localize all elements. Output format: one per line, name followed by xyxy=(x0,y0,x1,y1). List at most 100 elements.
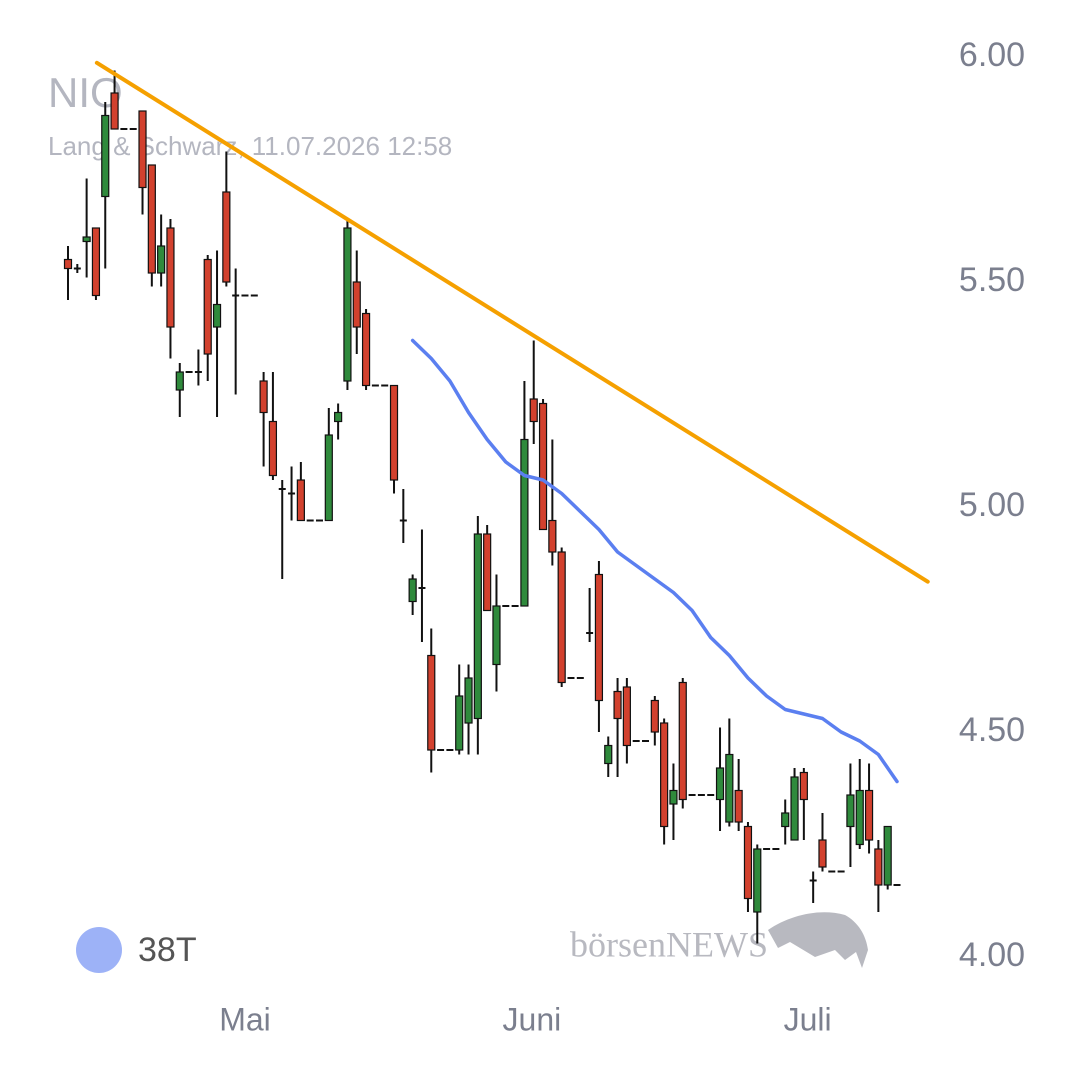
candle-body xyxy=(129,128,137,130)
candle-body xyxy=(194,371,202,373)
candle-body xyxy=(678,681,687,801)
candle-body xyxy=(296,479,305,522)
candle-body xyxy=(828,870,836,873)
candle-body xyxy=(781,812,790,828)
candle-body xyxy=(138,110,147,189)
candle-body xyxy=(576,677,584,679)
candle-body xyxy=(520,438,529,607)
candle-body xyxy=(864,789,874,841)
candle-body xyxy=(157,245,166,274)
candle-body xyxy=(464,677,473,724)
candle-body xyxy=(799,771,808,801)
candle-body xyxy=(222,191,231,283)
candle-body xyxy=(278,488,286,490)
candle-body xyxy=(567,677,575,679)
candle-body xyxy=(166,227,175,328)
candle-body xyxy=(529,398,538,423)
candle-body xyxy=(455,695,464,751)
candle-body xyxy=(622,686,631,747)
candle-body xyxy=(343,227,352,382)
candle-body xyxy=(650,699,659,733)
chart-subtitle: Lang & Schwarz, 11.07.2026 12:58 xyxy=(48,131,452,161)
candle-body xyxy=(809,879,817,882)
chart-title: NIO xyxy=(48,69,123,116)
x-tick-label: Mai xyxy=(219,1001,271,1037)
candle-body xyxy=(883,825,892,886)
candle-body xyxy=(818,839,827,868)
candle-body xyxy=(688,794,696,796)
candle-body xyxy=(483,533,492,612)
moving-average xyxy=(410,338,899,784)
candle-body xyxy=(315,519,323,522)
candle-body xyxy=(334,411,343,423)
candle-body xyxy=(101,114,110,198)
candle-body xyxy=(669,789,678,805)
candle-body xyxy=(697,794,705,796)
legend-label: 38T xyxy=(138,931,197,969)
candle-body xyxy=(63,258,73,270)
candle-body xyxy=(893,884,901,886)
candle-body xyxy=(185,371,193,373)
candle-body xyxy=(82,236,91,243)
candle-body xyxy=(725,753,734,823)
candle-body xyxy=(446,749,454,751)
y-tick-label: 4.50 xyxy=(959,711,1025,749)
candle-body xyxy=(437,749,445,751)
candle-body xyxy=(361,312,371,387)
candle-body xyxy=(473,533,482,720)
candle-body xyxy=(250,294,258,297)
x-tick-label: Juli xyxy=(784,1001,832,1037)
watermark-logo xyxy=(768,912,868,968)
candle-body xyxy=(855,789,864,846)
candle-body xyxy=(399,519,407,522)
candle-body xyxy=(837,870,845,873)
candle-body xyxy=(613,690,622,720)
candle-body xyxy=(707,794,715,796)
candle-body xyxy=(212,303,222,328)
candle-body xyxy=(371,384,379,387)
candle-body xyxy=(492,605,501,666)
candle-body xyxy=(120,128,128,130)
watermark: börsenNEWS xyxy=(570,924,768,964)
candle-body xyxy=(147,164,156,274)
y-tick-label: 5.50 xyxy=(959,261,1025,299)
candle-body xyxy=(241,294,249,297)
candle-body xyxy=(306,519,314,522)
candle-body xyxy=(288,492,296,495)
candle-body xyxy=(715,767,725,801)
candle-body xyxy=(753,848,762,913)
candle-body xyxy=(660,722,669,828)
candle-body xyxy=(259,380,268,414)
candle-body xyxy=(408,578,417,603)
candle-body xyxy=(427,654,436,751)
candle-body xyxy=(557,551,566,684)
legend-marker xyxy=(76,927,122,973)
candle-body xyxy=(389,384,399,481)
candle-body xyxy=(73,267,81,270)
candle-body xyxy=(763,848,771,850)
candle-body xyxy=(232,294,240,297)
y-tick-label: 6.00 xyxy=(959,36,1025,74)
candle-body xyxy=(268,420,278,477)
candle-body xyxy=(324,434,333,522)
candle-body xyxy=(418,587,426,589)
candle-body xyxy=(538,402,548,531)
candle-body xyxy=(743,825,753,900)
candle-body xyxy=(604,744,613,765)
candle-body xyxy=(874,848,883,886)
candle-body xyxy=(91,227,101,297)
candle-body xyxy=(632,740,640,742)
candle-body xyxy=(110,92,119,130)
candle-body xyxy=(734,789,743,823)
trendline xyxy=(94,60,930,584)
y-tick-label: 4.00 xyxy=(959,936,1025,974)
candle-body xyxy=(511,605,519,607)
candle-body xyxy=(381,384,389,387)
candle-body xyxy=(594,573,604,702)
candle-body xyxy=(352,281,361,328)
candle-body xyxy=(203,258,212,355)
y-tick-label: 5.00 xyxy=(959,486,1025,524)
x-tick-label: Juni xyxy=(503,1001,562,1037)
